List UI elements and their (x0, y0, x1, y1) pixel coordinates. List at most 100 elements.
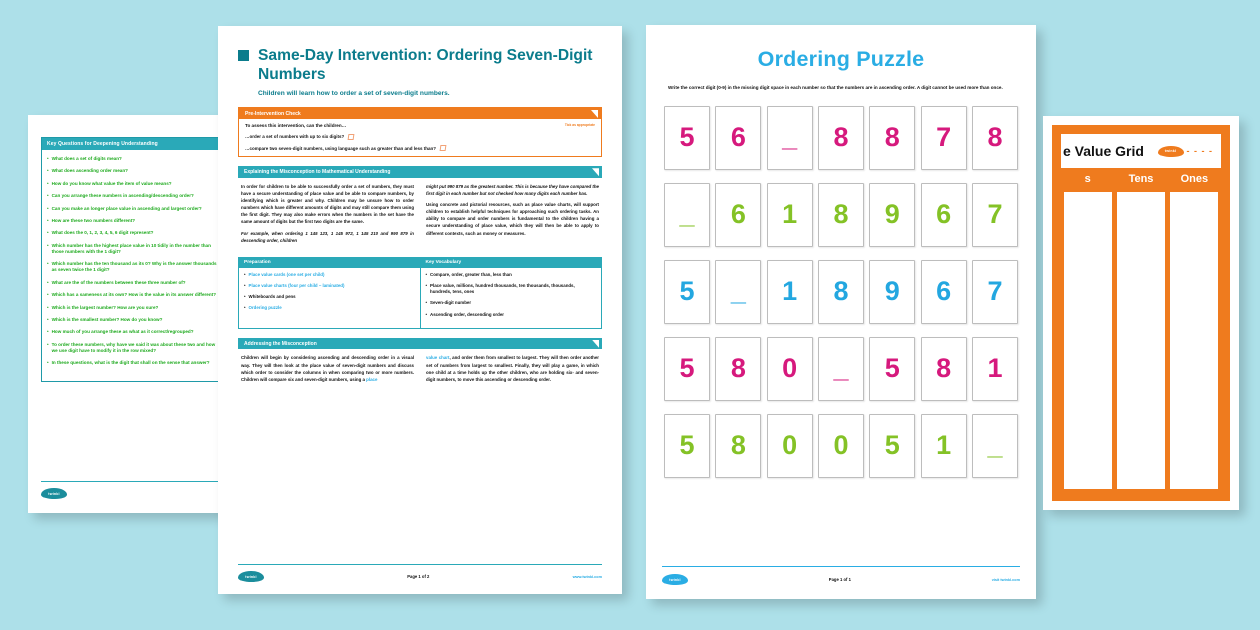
question-text: Which is the smallest number? How do you… (51, 316, 163, 322)
place-value-grid-page[interactable]: e Value Grid twinkl - - - - s Tens Ones (1043, 116, 1239, 510)
body-paragraph: Children will begin by considering ascen… (241, 354, 414, 383)
column-header-ones: Ones (1180, 172, 1209, 185)
page-number: Page 1 of 2 (407, 574, 430, 579)
list-item: • Which number has the ten thousand as it… (47, 261, 221, 273)
twinkl-logo-icon[interactable]: twinkl (662, 574, 688, 585)
digit-cell[interactable]: 8 (817, 259, 864, 324)
digit-cell[interactable]: 0 (766, 413, 813, 478)
digit-cell[interactable]: 8 (920, 336, 967, 401)
digit-cell[interactable]: 1 (971, 336, 1018, 401)
grid-cell-hundreds[interactable] (1064, 192, 1112, 489)
digit-cell[interactable]: 8 (817, 105, 864, 170)
place-value-grid-titlebar: e Value Grid twinkl - - - - (1061, 134, 1221, 168)
list-item: • What does the 0, 1, 2, 3, 4, 5, 6 digit… (47, 230, 221, 236)
explaining-column-left: In order for children to be able to succ… (241, 183, 414, 248)
digit-cell[interactable]: 1 (766, 259, 813, 324)
bullet-icon: • (425, 283, 428, 289)
digit-cell[interactable]: 0 (817, 413, 864, 478)
twinkl-logo-icon[interactable]: twinkl (41, 488, 67, 499)
digit-cell[interactable]: 6 (715, 182, 762, 247)
list-item: • Ordering puzzle (244, 305, 415, 311)
pre-check-question: …order a set of numbers with up to six d… (245, 133, 595, 140)
digit-cell[interactable]: 5 (664, 259, 710, 324)
tick-box-icon[interactable] (347, 133, 355, 140)
addressing-misconception-section: Addressing the Misconception Children wi… (238, 337, 602, 387)
digit-cell[interactable]: 8 (715, 413, 762, 478)
digit-cell[interactable]: 5 (869, 413, 916, 478)
column-header-tens: Tens (1128, 172, 1154, 185)
digit-cell[interactable]: 8 (971, 105, 1018, 170)
key-questions-heading: Key Questions for Deepening Understandin… (42, 138, 226, 150)
list-item: • How much of you arrange these as what a… (47, 329, 221, 335)
digit-cell[interactable]: 1 (766, 182, 813, 247)
digit-cell[interactable]: 7 (920, 105, 967, 170)
website-link[interactable]: www.twinkl.com (572, 574, 602, 579)
digit-cell-blank[interactable]: _ (817, 336, 864, 401)
question-text: Which number has the ten thousand as its… (51, 261, 217, 273)
digit-cell-blank[interactable]: _ (715, 259, 762, 324)
body-paragraph-italic: For example, when ordering 1 145 123, 1 … (241, 230, 414, 243)
digit-cell[interactable]: 6 (715, 105, 762, 170)
puzzle-row: _ 6 1 8 9 6 7 (662, 182, 1020, 247)
addressing-text-left: Children will begin by considering ascen… (241, 355, 414, 382)
key-questions-page[interactable]: Key Questions for Deepening Understandin… (28, 115, 240, 513)
grid-cell-ones[interactable] (1170, 192, 1218, 489)
digit-cell[interactable]: 9 (869, 182, 916, 247)
digit-cell-blank[interactable]: _ (766, 105, 813, 170)
puzzle-row: 5 8 0 0 5 1 _ (662, 413, 1020, 478)
preparation-item-link[interactable]: Place value cards (one set per child) (248, 272, 325, 277)
preparation-heading: Preparation (239, 257, 420, 268)
bullet-icon: • (244, 283, 246, 289)
logo-group: twinkl - - - - (1157, 145, 1214, 157)
website-link[interactable]: visit twinkl.com (991, 577, 1020, 582)
same-day-intervention-page[interactable]: Same-Day Intervention: Ordering Seven-Di… (218, 26, 622, 594)
page-subtitle: Children will learn how to order a set o… (258, 90, 450, 98)
pre-intervention-body: To assess this intervention, can the chi… (239, 119, 601, 156)
vocabulary-item: Seven-digit number (430, 300, 472, 306)
digit-cell-blank[interactable]: _ (971, 413, 1018, 478)
question-text: Can you make an longer place value in as… (51, 205, 202, 211)
digit-cell[interactable]: 1 (920, 413, 967, 478)
pre-check-question-text: …compare two seven-digit numbers, using … (245, 145, 437, 151)
digit-cell[interactable]: 9 (869, 259, 916, 324)
vocabulary-item: Ascending order, descending order (430, 311, 504, 317)
vocabulary-item: Place value, millions, hundred thousands… (430, 283, 575, 295)
puzzle-row: 5 _ 1 8 9 6 7 (662, 259, 1020, 324)
twinkl-logo-icon[interactable]: twinkl (238, 571, 264, 582)
pre-intervention-heading-text: Pre-Intervention Check (245, 110, 301, 117)
question-text: Which is the largest number? How are you… (51, 304, 159, 310)
digit-cell[interactable]: 8 (715, 336, 762, 401)
left-page-footer: twinkl (41, 481, 227, 499)
preparation-item-link[interactable]: Place value charts (four per child – lam… (248, 283, 345, 289)
ordering-puzzle-page[interactable]: Ordering Puzzle Write the correct digit … (646, 25, 1036, 599)
bullet-icon: • (244, 305, 246, 311)
digit-cell[interactable]: 6 (920, 182, 967, 247)
digit-cell[interactable]: 7 (971, 182, 1018, 247)
digit-cell[interactable]: 8 (817, 182, 864, 247)
digit-cell[interactable]: 5 (664, 413, 710, 478)
digit-cell[interactable]: 5 (664, 336, 710, 401)
digit-cell-blank[interactable]: _ (664, 182, 710, 247)
digit-cell[interactable]: 0 (766, 336, 813, 401)
list-item: • Seven-digit number (426, 300, 597, 306)
grid-cell-tens[interactable] (1117, 192, 1165, 489)
value-chart-link[interactable]: value chart (426, 355, 450, 361)
explaining-heading: Explaining the Misconception to Mathemat… (238, 166, 602, 178)
puzzle-row: 5 6 _ 8 8 7 8 (662, 105, 1020, 170)
preparation-item-link[interactable]: Ordering puzzle (248, 305, 282, 311)
bullet-icon: • (47, 156, 49, 161)
bullet-icon: • (47, 168, 49, 174)
digit-cell[interactable]: 5 (869, 336, 916, 401)
digit-cell[interactable]: 6 (920, 259, 967, 324)
page-number: Page 1 of 1 (828, 577, 851, 582)
corner-fold-icon (591, 110, 598, 119)
puzzle-instructions: Write the correct digit (0-9) in the mis… (668, 85, 1003, 90)
bullet-icon: • (244, 272, 246, 277)
digit-cell[interactable]: 5 (664, 105, 710, 170)
digit-cell[interactable]: 8 (869, 105, 916, 170)
place-value-link[interactable]: place (366, 376, 378, 382)
twinkl-logo-icon[interactable]: twinkl (1157, 145, 1184, 157)
tick-box-icon[interactable] (439, 145, 447, 152)
bullet-icon: • (47, 180, 49, 186)
digit-cell[interactable]: 7 (971, 259, 1018, 324)
